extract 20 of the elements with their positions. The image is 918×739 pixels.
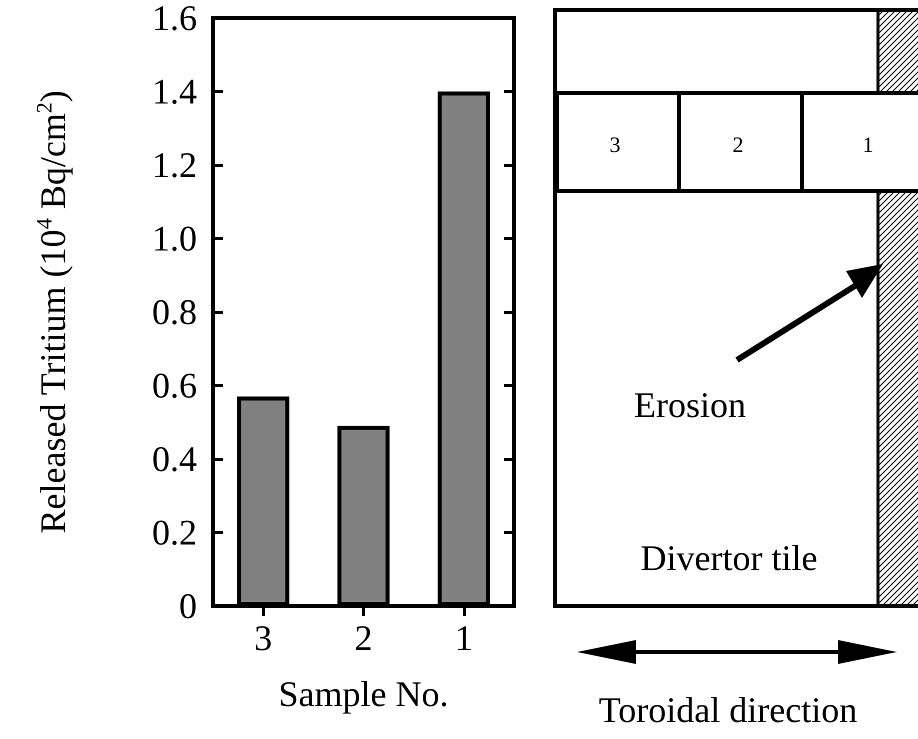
- y-tick-label: 0: [179, 586, 197, 626]
- y-tick-label: 1.2: [152, 145, 197, 185]
- x-axis-title: Sample No.: [278, 674, 448, 714]
- x-tick-label: 1: [454, 618, 473, 658]
- text: Toroidal direction: [598, 690, 858, 730]
- x-tick-label: 3: [254, 618, 272, 658]
- text: Divertor tile: [640, 538, 818, 578]
- y-tick-label: 0.4: [152, 439, 197, 479]
- y-tick-label: 0.6: [152, 366, 197, 406]
- x-tick-label: 2: [354, 618, 372, 658]
- y-tick-label: 1.6: [152, 0, 197, 38]
- y-tick-label: 0.2: [152, 512, 197, 552]
- y-tick-label: 0.8: [152, 292, 197, 332]
- y-tick-label: 1.4: [152, 72, 197, 112]
- y-axis-title: Released Tritium (104 Bq/cm2): [32, 90, 73, 534]
- y-tick-label: 1.0: [152, 218, 197, 258]
- text: 3: [610, 132, 620, 157]
- text: 2: [732, 132, 744, 157]
- text: Erosion: [634, 385, 746, 425]
- text: 1: [862, 132, 874, 157]
